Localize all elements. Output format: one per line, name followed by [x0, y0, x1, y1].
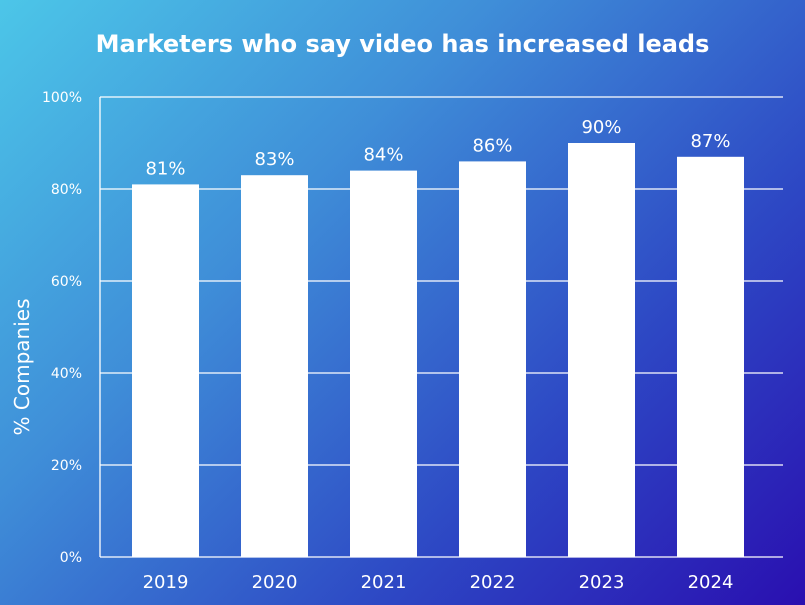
x-tick-label: 2019: [143, 572, 189, 593]
y-tick-label: 20%: [51, 458, 82, 474]
x-tick-label: 2020: [252, 572, 298, 593]
bar: [459, 161, 526, 557]
x-tick-label: 2022: [470, 572, 516, 593]
chart-title: Marketers who say video has increased le…: [95, 30, 710, 58]
data-label: 81%: [145, 158, 185, 179]
bar: [350, 170, 417, 557]
data-label: 83%: [254, 149, 294, 170]
y-tick-label: 100%: [42, 90, 82, 106]
x-tick-label: 2023: [579, 572, 625, 593]
data-label: 87%: [690, 131, 730, 152]
y-tick-label: 60%: [51, 274, 82, 290]
y-tick-label: 40%: [51, 366, 82, 382]
bar: [241, 175, 308, 557]
data-label: 84%: [363, 145, 403, 166]
data-label: 86%: [472, 135, 512, 156]
y-axis-label: % Companies: [10, 299, 34, 436]
y-tick-label: 80%: [51, 182, 82, 198]
bar: [677, 156, 744, 558]
x-tick-label: 2021: [361, 572, 407, 593]
x-tick-label: 2024: [688, 572, 734, 593]
y-tick-label: 0%: [60, 550, 82, 566]
data-label: 90%: [581, 117, 621, 138]
bar: [568, 143, 635, 557]
bar: [132, 184, 199, 557]
